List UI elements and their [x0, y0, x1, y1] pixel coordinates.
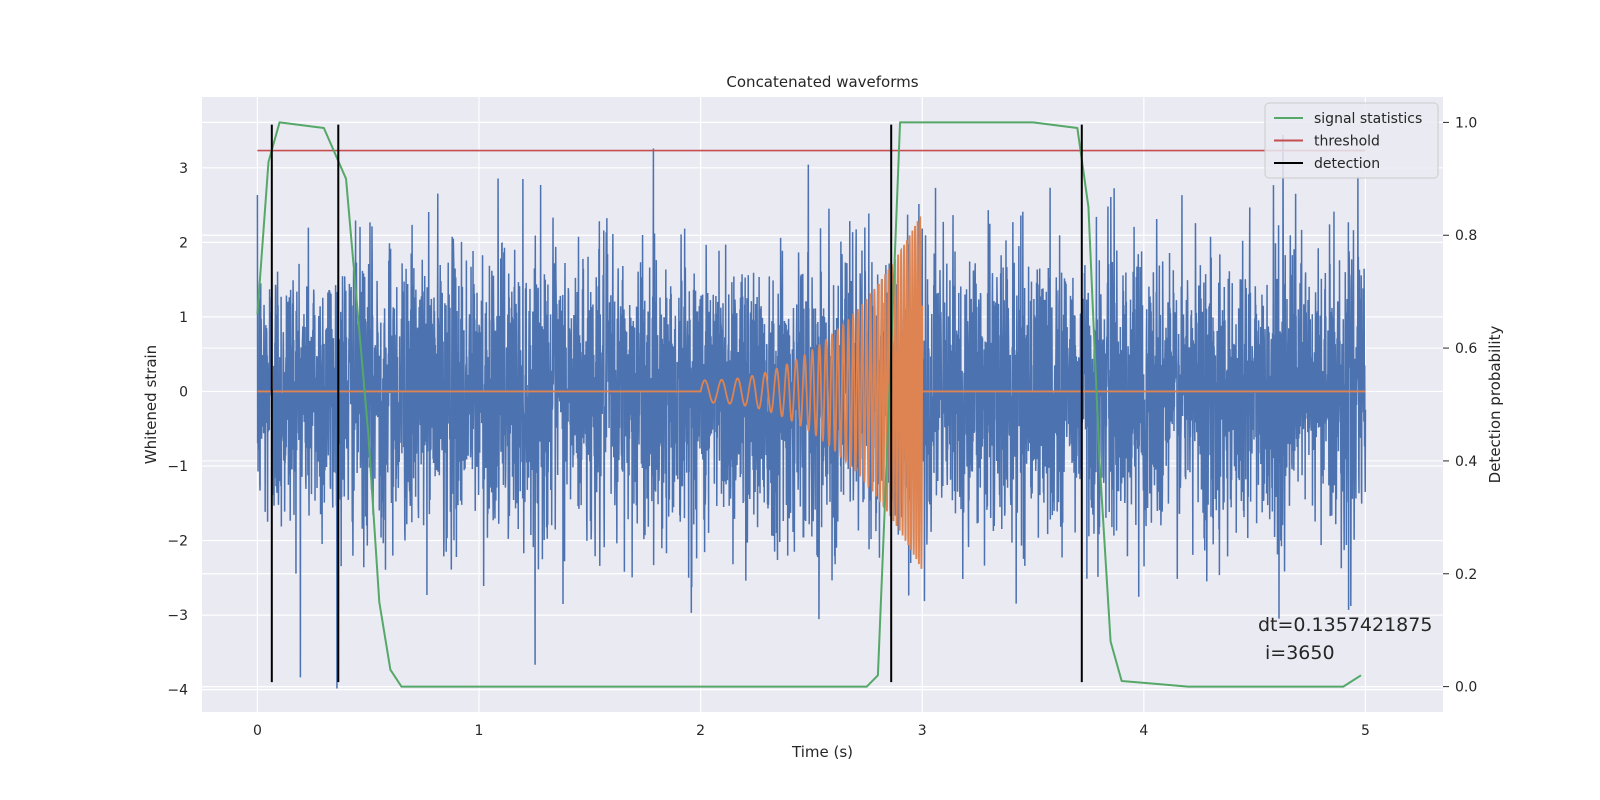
x-tick-label: 1: [475, 723, 484, 739]
x-tick-label: 4: [1139, 723, 1148, 739]
y-axis-label: Whitened strain: [142, 345, 160, 464]
legend: signal statistics threshold detection: [1264, 102, 1439, 179]
whitened-strain-line: [256, 134, 1367, 689]
y2-tick-label: 0.4: [1455, 454, 1477, 470]
y-tick-label: −3: [167, 608, 188, 624]
y2-tick-label: 0.2: [1455, 567, 1477, 583]
y2-axis-label: Detection probability: [1486, 326, 1504, 484]
chart-title: Concatenated waveforms: [726, 73, 918, 91]
x-tick-label: 5: [1361, 723, 1370, 739]
plot-series: [256, 121, 1367, 689]
y-tick-label: 3: [179, 161, 188, 177]
x-axis-label: Time (s): [791, 743, 853, 761]
axis-ticks: 0 1 2 3 4 5 −4 −3 −2 −1 0 1 2 3 0.0 0.2 0.4 0.6 0.8 1.0: [167, 115, 1477, 739]
annotation-index: i=3650: [1265, 642, 1335, 664]
legend-label: signal statistics: [1314, 111, 1422, 127]
x-tick-label: 3: [918, 723, 927, 739]
signal-statistics-line: [256, 121, 1362, 688]
y2-tick-label: 1.0: [1455, 115, 1477, 131]
y-tick-label: −2: [167, 534, 188, 550]
y-tick-label: 0: [179, 384, 188, 400]
injected-waveform-line: [257, 216, 1366, 569]
y-tick-label: −1: [167, 459, 188, 475]
y2-tick-label: 0.8: [1455, 228, 1477, 244]
legend-label: detection: [1314, 156, 1380, 172]
y2-tick-label: 0.0: [1455, 680, 1477, 696]
y2-tick-label: 0.6: [1455, 341, 1477, 357]
legend-box: [1264, 102, 1439, 179]
y-tick-label: 1: [179, 310, 188, 326]
x-tick-label: 2: [696, 723, 705, 739]
x-tick-label: 0: [253, 723, 262, 739]
y-tick-label: 2: [179, 235, 188, 251]
annotation-dt: dt=0.1357421875: [1258, 614, 1432, 636]
legend-label: threshold: [1314, 134, 1380, 150]
y-tick-label: −4: [167, 683, 188, 699]
